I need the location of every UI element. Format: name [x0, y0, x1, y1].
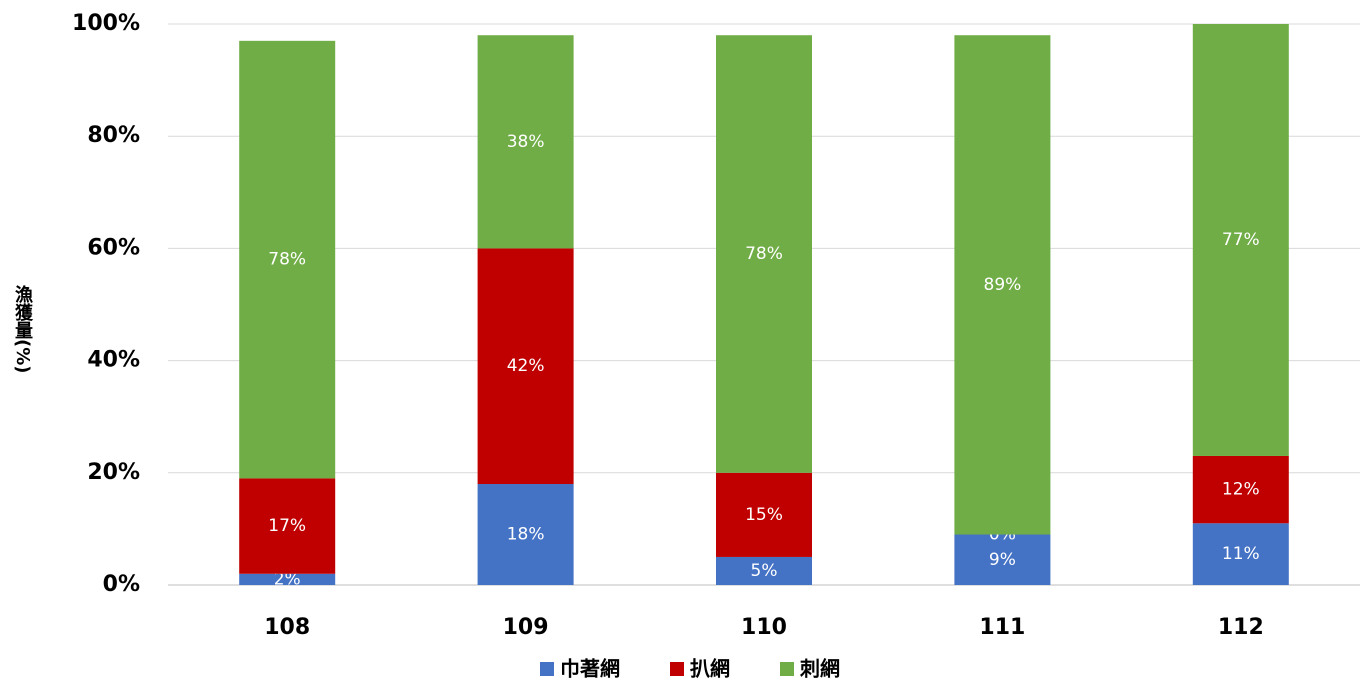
bar-segment [239, 40, 336, 479]
legend-swatch [670, 662, 684, 676]
bar-segment [716, 35, 812, 473]
y-axis-title: 漁獲量(%) [12, 284, 33, 374]
data-label: 5% [751, 561, 778, 581]
data-label: 9% [989, 550, 1016, 570]
bar-segment [477, 248, 574, 485]
bar-segment [477, 484, 574, 585]
bar-segment [716, 472, 812, 557]
bar-segment [954, 534, 1051, 585]
data-label: 38% [507, 132, 545, 152]
legend-swatch [780, 662, 794, 676]
y-tick-label: 100% [72, 11, 140, 36]
data-label: 77% [1222, 230, 1260, 250]
bar-segment [1192, 455, 1289, 524]
data-label: 12% [1222, 480, 1260, 500]
x-tick-label: 109 [503, 615, 549, 640]
x-tick-label: 112 [1218, 615, 1264, 640]
bar-segment [1192, 523, 1289, 585]
legend-swatch [540, 662, 554, 676]
data-label: 2% [274, 569, 301, 589]
bar-segment [1192, 24, 1289, 456]
bar-segment [239, 478, 336, 574]
y-tick-label: 0% [103, 572, 140, 597]
y-tick-label: 60% [87, 235, 140, 260]
data-label: 89% [984, 275, 1022, 295]
data-label: 15% [745, 505, 783, 525]
data-label: 18% [507, 525, 545, 545]
legend-label: 巾著網 [560, 657, 620, 681]
x-tick-label: 108 [264, 615, 310, 640]
bar-segment [239, 573, 336, 585]
data-label: 78% [268, 250, 306, 270]
data-label: 78% [745, 244, 783, 264]
data-label: 42% [507, 356, 545, 376]
legend-label: 刺網 [800, 657, 840, 681]
legend-label: 扒網 [690, 657, 730, 681]
bar-segment [954, 35, 1051, 535]
y-tick-label: 20% [87, 460, 140, 485]
bar-segment [477, 35, 574, 249]
data-label: 11% [1222, 544, 1260, 564]
x-tick-label: 111 [979, 615, 1025, 640]
y-tick-label: 80% [87, 123, 140, 148]
data-label: 17% [268, 516, 306, 536]
x-tick-label: 110 [741, 615, 787, 640]
y-tick-label: 40% [87, 348, 140, 373]
bar-segment [716, 556, 812, 585]
